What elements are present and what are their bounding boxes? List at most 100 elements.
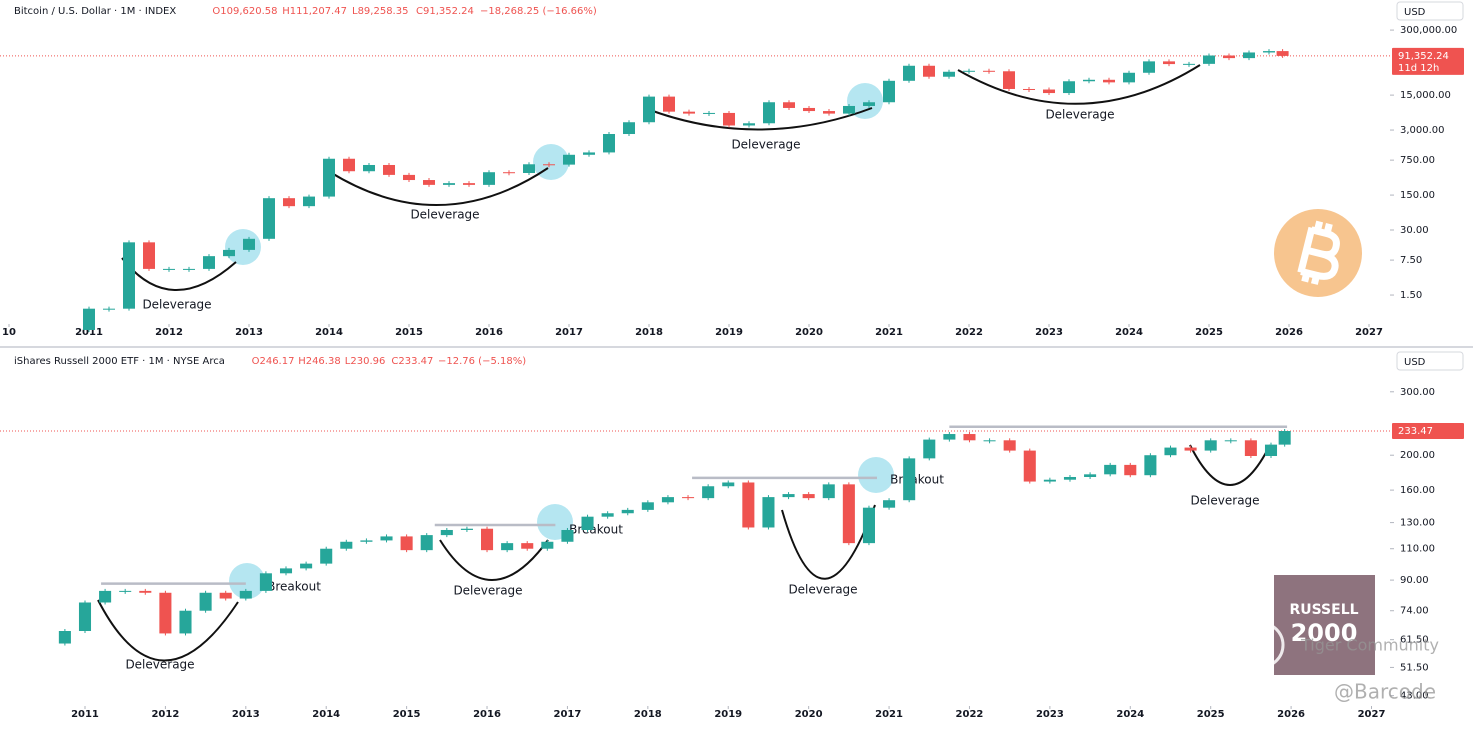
candle-body (58, 631, 71, 644)
candle-body (183, 268, 195, 270)
candle-body (862, 507, 875, 544)
candle-body (621, 509, 634, 514)
candle-body (943, 434, 956, 440)
y-tick-label: 90.00 (1400, 575, 1429, 586)
countdown: 11d 12h (1398, 63, 1439, 74)
annotation: Breakout (890, 473, 944, 487)
community-watermark: Tiger Community (1300, 636, 1439, 655)
x-tick-label: 2016 (475, 327, 503, 338)
candle-body (119, 590, 132, 592)
ohlc-value: L230.96 (345, 356, 386, 367)
price-label-box (1392, 47, 1464, 75)
annotation: Deleverage (142, 298, 211, 312)
candle-body (1043, 89, 1055, 94)
x-tick-label: 2013 (235, 327, 263, 338)
x-tick-label: 2019 (714, 709, 742, 720)
y-tick-label: 51.50 (1400, 662, 1429, 673)
candle-body (523, 164, 535, 173)
y-tick-label: 200.00 (1400, 450, 1435, 461)
x-tick-label: 2014 (315, 327, 343, 338)
candle-body (983, 70, 995, 72)
candle-body (1264, 444, 1278, 456)
y-tick-label: 3,000.00 (1400, 125, 1445, 136)
candle-body (822, 484, 835, 499)
y-tick-label: 160.00 (1400, 485, 1435, 496)
candle-body (603, 134, 615, 153)
annotation: Deleverage (453, 584, 522, 598)
candle-body (1124, 464, 1137, 476)
candle-body (823, 111, 835, 114)
logo-text: RUSSELL (1289, 602, 1358, 618)
candle-body (1083, 79, 1095, 82)
y-tick-label: 130.00 (1400, 518, 1435, 529)
y-tick-label: 74.00 (1400, 606, 1429, 617)
candle-body (480, 528, 494, 551)
annotation: Deleverage (1190, 494, 1259, 508)
x-tick-label: 2025 (1195, 327, 1223, 338)
candle-body (503, 172, 515, 174)
candle-body (543, 164, 555, 166)
price-label: 233.47 (1398, 426, 1433, 437)
candle-body (340, 541, 353, 549)
candle-body (1003, 440, 1016, 451)
arcs (97, 64, 1271, 662)
candle-body (323, 158, 335, 197)
x-tick-label: 2026 (1277, 709, 1305, 720)
candle-body (563, 154, 575, 165)
candle-body (400, 536, 413, 551)
ohlc-value: H246.38 (298, 356, 341, 367)
x-tick-label: 2016 (473, 709, 501, 720)
x-tick-label: 2018 (634, 709, 662, 720)
ohlc-value: L89,258.35 (352, 6, 408, 17)
candle-body (1204, 440, 1217, 451)
candle-body (663, 96, 675, 112)
candle-body (742, 482, 755, 528)
y-tick-label: 300,000.00 (1400, 25, 1457, 36)
candle-body (420, 535, 433, 551)
candle-body (943, 71, 955, 77)
candle-body (541, 541, 554, 549)
candle-body (683, 111, 695, 114)
candle-body (279, 568, 293, 574)
currency-box (1396, 351, 1464, 371)
candle-body (483, 172, 495, 185)
arc (957, 64, 1201, 105)
x-tick-label: 2024 (1115, 327, 1143, 338)
candle-body (463, 183, 475, 185)
chart-title: iShares Russell 2000 ETF · 1M · NYSE Arc… (14, 356, 225, 367)
candle-body (143, 242, 155, 269)
candle-body (983, 440, 996, 442)
candle-body (883, 80, 895, 103)
candle-body (923, 439, 936, 459)
candle-body (139, 590, 152, 593)
logo-glyph (1297, 220, 1340, 285)
x-tick-label: 2021 (875, 709, 903, 720)
y-tick-label: 7.50 (1400, 255, 1422, 266)
candle-body (1224, 440, 1237, 442)
candle-body (1278, 431, 1291, 445)
candle-body (363, 164, 375, 172)
x-tick-label: 2024 (1116, 709, 1144, 720)
y-tick-label: 750.00 (1400, 155, 1435, 166)
candle-body (641, 502, 654, 510)
candle-body (561, 529, 574, 542)
candle-body (1003, 71, 1015, 89)
candle-body (843, 105, 855, 114)
x-tick-label: 2027 (1358, 709, 1386, 720)
candle-body (360, 540, 373, 542)
candle-body (763, 102, 775, 124)
arc (649, 107, 873, 131)
candle-body (1223, 55, 1235, 59)
candle-body (203, 256, 215, 269)
candle-body (1063, 81, 1075, 94)
candle-body (83, 308, 95, 330)
x-tick-label: 2017 (554, 709, 582, 720)
x-tick-label: 2011 (75, 327, 103, 338)
candle-body (1023, 450, 1036, 482)
candle-body (903, 458, 916, 501)
x-tick-label: 2022 (955, 327, 983, 338)
candle-body (803, 107, 815, 112)
candle-body (1183, 63, 1195, 65)
candle-body (661, 497, 674, 503)
